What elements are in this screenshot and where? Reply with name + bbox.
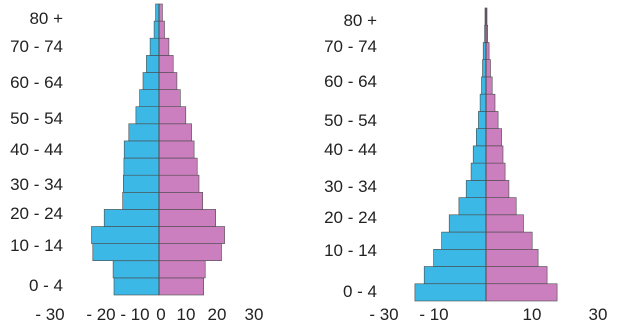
pyramid2-right-bar-0	[485, 283, 558, 302]
pyramid1-left-bar-0	[113, 277, 160, 296]
pyramid1-right-bar-12	[158, 72, 178, 90]
pyramid1-right-bar-8	[158, 140, 195, 159]
pyramid1-right-bar-3	[158, 226, 225, 244]
pyramid2-x-tick-label: - 30	[369, 305, 398, 324]
pyramid1-left-bar-6	[123, 174, 160, 193]
pyramid1-age-label: 10 - 14	[10, 236, 63, 255]
pyramid2-x-tick-label: 30	[589, 305, 608, 324]
pyramid1-right-bar-0	[158, 277, 205, 296]
pyramid2-right-bar-9	[485, 128, 502, 147]
pyramid2-age-label: 80 +	[343, 11, 377, 30]
pyramid1-right-bar-1	[158, 260, 206, 279]
pyramid1-right-bar-2	[158, 243, 222, 262]
pyramid1-left-bar-14	[149, 37, 160, 56]
pyramid1-x-tick-label: - 10	[120, 305, 149, 324]
pyramid1-left-bar-1	[112, 260, 160, 279]
pyramid1-left-bar-11	[139, 89, 160, 107]
pyramid1-right-bar-4	[158, 209, 217, 227]
pyramid2-left-bar-1	[423, 266, 487, 285]
pyramid2-age-label: 0 - 4	[343, 282, 377, 301]
pyramid2-right-bar-10	[485, 111, 499, 129]
pyramid1-left-bar-8	[123, 140, 160, 159]
pyramid1-left-bar-4	[103, 209, 160, 227]
pyramid1-age-label: 30 - 34	[10, 175, 63, 194]
pyramid1-right-bar-6	[158, 174, 200, 193]
pyramid2-right-bar-7	[485, 162, 506, 181]
pyramid1-x-tick-label: 0	[156, 305, 165, 324]
pyramid2-left-bar-11	[479, 93, 487, 112]
pyramid1-age-label: 50 - 54	[10, 109, 63, 128]
pyramid1-left-bar-12	[142, 72, 160, 90]
pyramid1-age-label: 80 +	[29, 9, 63, 28]
pyramid1-left-bar-10	[135, 106, 160, 125]
pyramid2-left-bar-4	[448, 214, 487, 233]
pyramid2-left-bar-0	[414, 283, 487, 302]
pyramid2-age-label: 20 - 24	[324, 208, 377, 227]
pyramid1-age-label: 60 - 64	[10, 73, 63, 92]
pyramid2-age-label: 60 - 64	[324, 72, 377, 91]
pyramid2-left-bar-2	[433, 249, 487, 267]
pyramid2-right-bar-1	[485, 266, 548, 285]
pyramid2-left-bar-9	[475, 128, 487, 147]
pyramid2-right-bar-8	[485, 145, 504, 164]
pyramid1-left-bar-5	[122, 192, 160, 210]
pyramid1-right-bar-13	[158, 55, 174, 73]
pyramid1-left-bar-15	[153, 20, 160, 39]
pyramid2-right-bar-2	[485, 249, 539, 267]
pyramid1-right-bar-10	[158, 106, 187, 125]
pyramid2-left-bar-5	[458, 197, 487, 216]
pyramid1-right-bar-7	[158, 157, 198, 176]
pyramid1-age-label: 20 - 24	[10, 204, 63, 223]
pyramid2-left-bar-8	[472, 145, 487, 164]
pyramid2-age-label: 30 - 34	[324, 177, 377, 196]
pyramid1-x-tick-label: 30	[245, 305, 264, 324]
pyramid1-left-bar-2	[92, 243, 160, 262]
pyramid2-left-bar-6	[465, 180, 487, 198]
pyramid1-left-bar-16	[155, 3, 160, 22]
pyramid2-left-bar-13	[482, 59, 487, 78]
pyramid1-right-bar-9	[158, 123, 192, 142]
pyramid1-x-tick-label: 20	[208, 305, 227, 324]
pyramid1-age-label: 70 - 74	[10, 37, 63, 56]
pyramid2-left-bar-10	[478, 111, 487, 129]
pyramid2-left-bar-12	[481, 76, 487, 95]
pyramid1-right-bar-5	[158, 192, 204, 210]
pyramid2-right-bar-12	[485, 76, 493, 95]
pyramid1-x-tick-label: - 30	[35, 305, 64, 324]
pyramid1-left-bar-3	[91, 226, 160, 244]
pyramid2-right-bar-3	[485, 231, 533, 250]
pyramid1-age-label: 40 - 44	[10, 140, 63, 159]
pyramid1-right-bar-11	[158, 89, 181, 107]
pyramid2-x-tick-label: - 10	[419, 305, 448, 324]
pyramid2-right-bar-4	[485, 214, 524, 233]
pyramid1-right-bar-15	[158, 20, 165, 39]
pyramid1-right-bar-16	[158, 3, 163, 22]
pyramid2-age-label: 70 - 74	[324, 37, 377, 56]
pyramid1-x-tick-label: - 20	[86, 305, 115, 324]
pyramid1-left-bar-13	[146, 55, 160, 73]
pyramid2-right-bar-11	[485, 93, 496, 112]
pyramid1-left-bar-7	[123, 157, 160, 176]
pyramid2-right-bar-6	[485, 180, 510, 198]
pyramid2-right-bar-5	[485, 197, 517, 216]
pyramid2-age-label: 50 - 54	[324, 111, 377, 130]
pyramid2-age-label: 40 - 44	[324, 140, 377, 159]
pyramid1-left-bar-9	[128, 123, 160, 142]
pyramid2-right-bar-13	[485, 59, 491, 78]
pyramid2-x-tick-label: 10	[523, 305, 542, 324]
pyramid2-age-label: 10 - 14	[324, 241, 377, 260]
pyramid1-age-label: 0 - 4	[29, 276, 63, 295]
pyramid1-right-bar-14	[158, 37, 170, 56]
pyramid2-left-bar-3	[441, 231, 487, 250]
pyramid1-x-tick-label: 10	[177, 305, 196, 324]
pyramid2-left-bar-7	[470, 162, 487, 181]
